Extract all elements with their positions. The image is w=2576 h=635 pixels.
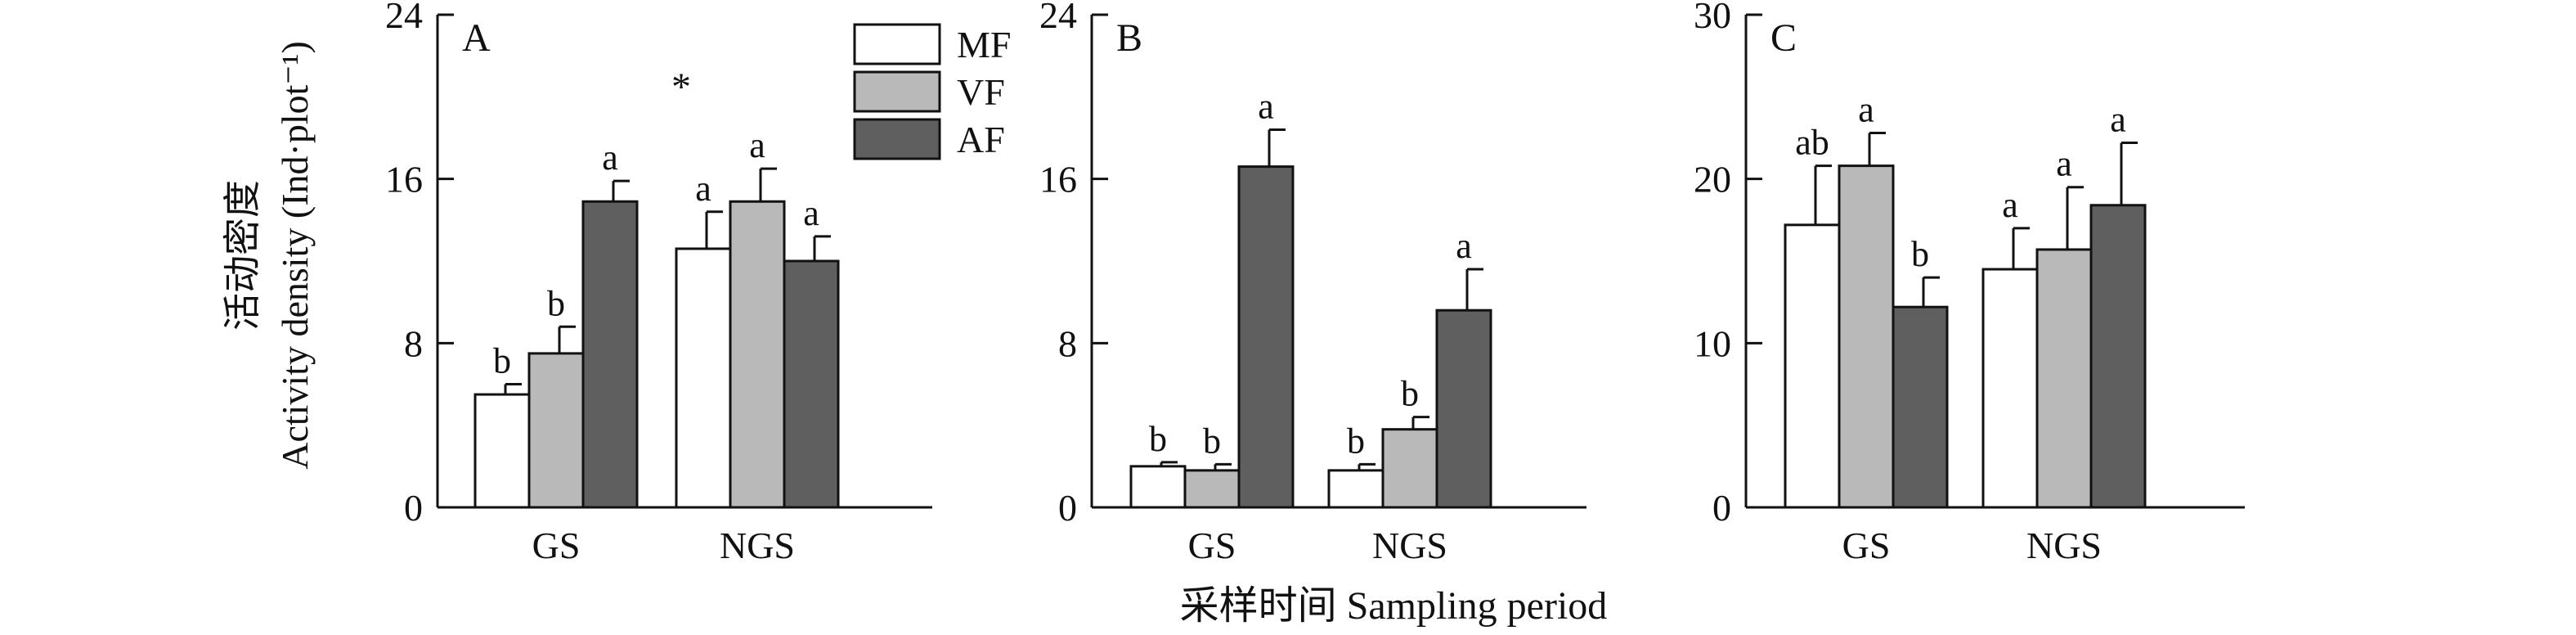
bar-mf-ngs [1981,268,2039,509]
bar-mf-gs [1129,465,1187,509]
y-tick-label: 8 [404,322,423,364]
y-tick-label: 0 [1712,487,1731,529]
x-tick-label: NGS [720,525,795,566]
x-tick-label: NGS [2026,525,2102,566]
y-tick-label: 24 [1039,0,1077,36]
significance-letter: b [493,341,511,381]
significance-letter: a [695,169,711,209]
significance-letter: a [1258,86,1274,126]
bar-vf-ngs [1381,428,1438,509]
legend-label: AF [957,119,1005,160]
significance-letter: a [749,125,765,165]
significance-letter: a [803,193,819,233]
bar-vf-ngs [729,200,786,509]
significance-letter: a [1456,226,1472,266]
bar-mf-ngs [675,247,732,509]
bar-af-gs [1892,305,1949,509]
significance-asterisk: * [671,65,691,109]
legend-item-vf: VF [853,70,1005,113]
legend-swatch [853,70,941,113]
significance-letter: a [2110,100,2126,140]
legend-item-mf: MF [853,23,1011,65]
bar-mf-gs [473,393,531,509]
bar-af-gs [1237,165,1295,509]
y-axis-label-en: Activity density (Ind·plot⁻¹) [274,41,316,470]
bar-vf-gs [1183,469,1241,509]
bar-vf-gs [527,352,585,509]
bar-af-ngs [1435,308,1492,509]
significance-letter: b [1149,419,1167,459]
bar-af-ngs [2089,204,2147,509]
y-tick-label: 16 [1039,159,1077,200]
significance-letter: b [1203,421,1221,461]
significance-letter: a [2056,144,2072,184]
legend: MF VF AF [853,23,1011,160]
bar-af-gs [581,200,639,509]
panel-label: A [462,16,491,60]
significance-letter: ab [1795,123,1829,163]
y-tick-label: 8 [1058,322,1077,364]
panel-label: C [1770,16,1797,60]
significance-letter: a [1858,89,1874,129]
bar-mf-ngs [1327,469,1384,509]
y-tick-label: 30 [1694,0,1731,36]
bar-vf-ngs [2035,248,2093,509]
legend-swatch [853,118,941,160]
x-tick-label: NGS [1372,525,1447,566]
significance-letter: a [2002,185,2018,225]
panel-label: B [1116,16,1142,60]
y-tick-label: 24 [385,0,423,36]
significance-letter: b [1401,374,1419,414]
y-axis-label-cn: 活动密度 [222,180,263,331]
bar-vf-gs [1838,164,1895,509]
y-tick-label: 10 [1694,322,1731,364]
bar-af-ngs [783,259,840,509]
significance-letter: b [1347,421,1365,461]
legend-label: MF [957,24,1011,65]
significance-letter: a [602,137,618,178]
y-tick-label: 20 [1694,159,1731,200]
bar-mf-gs [1784,223,1841,509]
legend-label: VF [957,71,1005,113]
significance-letter: b [547,283,565,323]
x-tick-label: GS [1842,525,1891,566]
legend-item-af: AF [853,118,1005,160]
legend-swatch [853,23,941,65]
y-tick-label: 16 [385,159,423,200]
y-tick-label: 0 [404,487,423,529]
x-tick-label: GS [532,525,581,566]
x-tick-label: GS [1188,525,1236,566]
x-axis-label: 采样时间 Sampling period [1180,584,1608,628]
significance-letter: b [1911,234,1929,274]
y-tick-label: 0 [1058,487,1077,529]
